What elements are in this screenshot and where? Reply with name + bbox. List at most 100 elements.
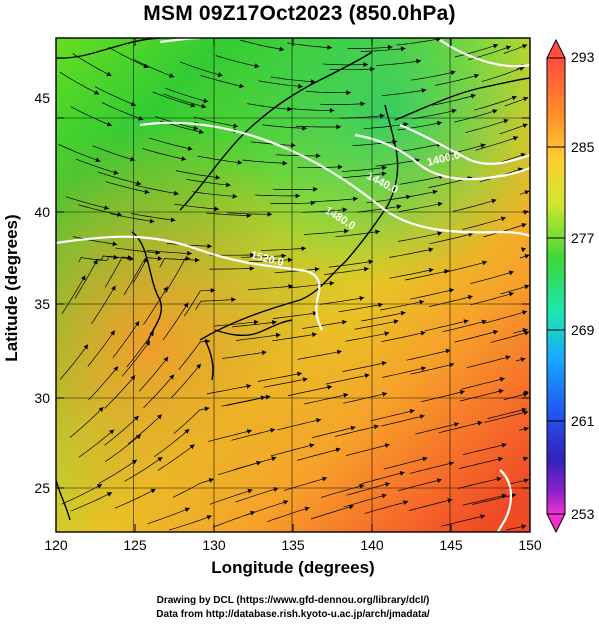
- arrowhead: [104, 205, 109, 210]
- colorbar-label: 293: [571, 49, 595, 65]
- arrowhead: [523, 392, 529, 397]
- colorbar-bottom-triangle: [546, 513, 566, 534]
- streamline: [322, 63, 369, 66]
- streamline: [65, 196, 110, 209]
- streamline: [123, 259, 149, 296]
- arrowhead: [187, 146, 193, 151]
- arrowhead: [281, 253, 287, 259]
- streamline: [173, 407, 210, 434]
- arrowhead: [96, 484, 103, 489]
- arrowhead: [370, 66, 375, 72]
- streamline: [222, 351, 267, 359]
- arrowhead: [428, 247, 434, 253]
- arrowhead: [322, 476, 328, 482]
- streamline: [213, 321, 259, 327]
- arrowhead: [187, 250, 192, 256]
- map-gridlines: [56, 38, 530, 532]
- arrowhead: [312, 311, 318, 316]
- arrowhead: [342, 207, 348, 213]
- arrowhead: [337, 164, 343, 170]
- streamline: [115, 247, 161, 254]
- streamline: [381, 331, 426, 342]
- streamline: [443, 261, 488, 273]
- arrowhead: [436, 38, 441, 42]
- streamline: [69, 406, 104, 438]
- streamline: [104, 375, 136, 409]
- streamline: [124, 456, 163, 482]
- arrowhead: [275, 332, 281, 338]
- streamline: [462, 443, 507, 456]
- streamline: [134, 184, 179, 195]
- streamline: [397, 143, 442, 153]
- streamline: [59, 71, 100, 95]
- streamline: [389, 248, 434, 258]
- streamline: [420, 390, 465, 403]
- streamline: [153, 428, 190, 458]
- arrowhead: [522, 123, 528, 128]
- arrowhead: [130, 375, 136, 381]
- arrowhead: [520, 357, 526, 362]
- arrowhead: [214, 206, 219, 212]
- arrowhead: [233, 123, 238, 129]
- arrowhead: [181, 156, 187, 161]
- arrowhead: [364, 373, 370, 379]
- arrowhead: [521, 247, 526, 253]
- arrowhead: [436, 478, 442, 483]
- x-tick-label: 135: [281, 537, 305, 553]
- streamline: [499, 123, 528, 135]
- credit-data: Data from http://database.rish.kyoto-u.a…: [156, 609, 430, 620]
- streamline: [431, 94, 476, 106]
- streamline: [112, 321, 140, 358]
- colorbar-label: 285: [571, 139, 595, 155]
- arrowhead: [346, 90, 351, 96]
- arrowhead: [396, 204, 402, 210]
- arrowhead: [250, 252, 255, 258]
- streamline: [242, 159, 288, 164]
- streamline: [248, 285, 294, 290]
- arrowhead: [304, 506, 310, 512]
- streamline: [342, 166, 387, 172]
- streamline: [459, 389, 504, 402]
- x-tick-label: 140: [360, 537, 384, 553]
- arrowhead: [265, 394, 271, 400]
- arrowhead: [163, 286, 168, 292]
- arrowhead: [316, 153, 321, 159]
- streamline: [462, 217, 506, 230]
- streamline: [428, 295, 473, 307]
- arrowhead: [253, 319, 259, 325]
- arrowhead: [521, 524, 527, 530]
- streamline: [346, 444, 390, 456]
- y-axis-label: Latitude (degrees): [2, 214, 21, 362]
- arrowhead: [477, 420, 483, 426]
- arrowhead: [368, 259, 374, 265]
- streamline: [159, 258, 200, 268]
- streamline: [247, 103, 293, 110]
- arrowhead: [523, 456, 528, 462]
- arrowhead: [508, 291, 514, 297]
- arrowhead: [353, 196, 358, 202]
- streamline: [405, 270, 450, 281]
- streamline: [163, 93, 207, 108]
- streamline: [59, 344, 89, 380]
- streamline: [441, 515, 486, 527]
- streamline: [72, 53, 112, 77]
- arrowhead: [302, 377, 308, 382]
- arrowhead: [254, 63, 260, 69]
- streamline: [174, 203, 220, 210]
- streamline: [297, 350, 342, 360]
- streamline: [465, 119, 509, 133]
- arrowhead: [524, 190, 530, 195]
- arrowhead: [237, 160, 243, 165]
- streamline: [415, 423, 460, 435]
- arrowhead: [459, 389, 465, 395]
- arrowhead: [470, 93, 476, 99]
- arrowhead: [298, 83, 303, 89]
- streamline: [91, 285, 116, 324]
- streamline: [92, 145, 136, 161]
- streamline: [231, 428, 276, 441]
- streamline: [490, 331, 530, 343]
- x-tick-label: 145: [439, 537, 463, 553]
- arrowhead: [136, 180, 142, 186]
- arrowhead: [416, 58, 421, 64]
- arrowhead: [451, 108, 457, 114]
